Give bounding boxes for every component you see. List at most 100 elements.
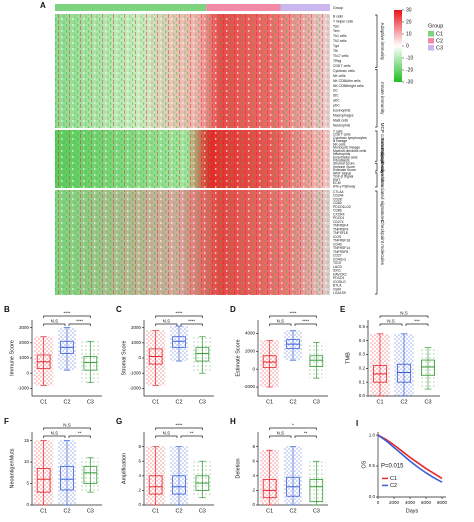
x-axis-label: Days	[406, 508, 419, 514]
sig-bracket	[155, 435, 178, 438]
sig-bracket	[43, 435, 66, 438]
row-label: Eosinophils	[333, 109, 351, 113]
group-bar	[206, 4, 281, 11]
y-tick-label: 0	[26, 502, 29, 507]
box	[309, 355, 324, 367]
panel-letter: D	[230, 305, 236, 314]
color-tick-label: -10	[406, 55, 413, 61]
panel-letter: E	[340, 305, 346, 314]
survival-line	[377, 434, 443, 483]
sig-bracket	[155, 315, 203, 318]
row-label: TNFRSF9	[333, 227, 348, 231]
sig-label: ****	[175, 311, 182, 316]
box	[396, 363, 411, 383]
color-tick-label: -20	[406, 67, 413, 73]
section-label: Checkpoint molecules	[380, 220, 385, 266]
row-label: CD28	[333, 197, 342, 201]
x-tick-label: C1	[152, 508, 159, 514]
row-label: PDCD1LG2	[333, 205, 351, 209]
row-label: EMT	[333, 178, 340, 182]
y-axis-label: TMB	[345, 352, 351, 364]
y-axis-label: Immune Score	[9, 340, 15, 376]
sig-bracket	[155, 427, 203, 430]
heatmap-texture	[55, 190, 330, 295]
y-tick-label: 0.4	[359, 338, 366, 343]
row-label: Neutrophils	[333, 152, 350, 156]
y-tick-label: 0.5	[359, 324, 366, 329]
x-tick-label: C3	[87, 399, 94, 405]
row-label: Neutrophils	[333, 123, 350, 127]
row-label: Cytotoxic cells	[333, 69, 355, 73]
y-tick-label: 0	[26, 370, 29, 375]
row-label: CD40	[333, 242, 342, 246]
row-label: CD8 T cells	[333, 133, 351, 137]
row-label: Monocytic lineage	[333, 146, 360, 150]
annotation: P=0.015	[381, 464, 404, 470]
sig-label: ****	[289, 311, 296, 316]
section-bracket	[375, 172, 378, 188]
legend-label: C1	[436, 31, 443, 37]
sig-label: ****	[63, 311, 70, 316]
row-label: Immune Score	[333, 165, 355, 169]
legend-swatch	[428, 38, 434, 44]
x-tick-label: C1	[376, 399, 383, 405]
sig-label: **	[304, 431, 308, 436]
heatmap-texture	[55, 14, 330, 128]
x-tick-label: 0	[377, 500, 380, 505]
panel-letter: A	[40, 1, 46, 10]
row-label: CD274	[333, 220, 344, 224]
row-label: IFN-γ Pathway	[333, 184, 356, 188]
row-label: Fibroblasts	[333, 159, 350, 163]
section-label: Estimate algorithm	[380, 148, 385, 186]
box	[172, 475, 186, 495]
sig-label: ****	[302, 319, 309, 324]
section-bracket	[375, 162, 378, 172]
row-label: CD27	[333, 254, 342, 258]
section-bracket	[375, 190, 378, 295]
y-tick-label: 2000	[245, 348, 256, 353]
row-label: CXCR4	[333, 212, 345, 216]
x-tick-label: C2	[400, 399, 407, 405]
x-tick-label: C1	[266, 508, 273, 514]
survival-line	[377, 434, 443, 480]
x-tick-label: 2000	[389, 500, 400, 505]
color-bar	[394, 10, 402, 82]
sig-bracket	[43, 427, 91, 430]
row-label: aDC	[333, 99, 340, 103]
panel-letter: H	[230, 417, 236, 426]
section-bracket	[375, 130, 378, 162]
box	[148, 475, 163, 495]
sig-label: ****	[76, 319, 83, 324]
box	[420, 359, 435, 376]
row-label: TNFSF18	[333, 231, 348, 235]
row-label: Myeloid dendritic cells	[333, 149, 366, 153]
legend-label: C3	[436, 45, 443, 51]
x-tick-label: C3	[313, 399, 320, 405]
sig-bracket	[294, 323, 317, 326]
sig-bracket	[68, 435, 91, 438]
group-bar	[280, 4, 330, 11]
box	[36, 468, 51, 493]
y-tick-label: -2000	[129, 386, 141, 391]
sig-bracket	[43, 315, 91, 318]
x-tick-label: C1	[40, 399, 47, 405]
x-tick-label: C3	[199, 399, 206, 405]
y-tick-label: 15	[24, 438, 30, 443]
sig-bracket	[68, 323, 91, 326]
y-tick-label: 0.1	[359, 379, 366, 384]
x-tick-label: C3	[424, 399, 431, 405]
y-tick-label: 2000	[19, 340, 30, 345]
axes	[257, 320, 328, 397]
y-tick-label: 5	[26, 481, 29, 486]
section-label: MCP counter algorithm	[380, 123, 385, 170]
row-label: TNFRSF4	[333, 224, 348, 228]
y-tick-label: 0.0	[359, 393, 366, 398]
axes	[31, 320, 102, 397]
y-tick-label: 2	[252, 488, 255, 493]
sig-label: **	[190, 431, 194, 436]
y-tick-label: 10	[24, 459, 30, 464]
row-label: Cytotoxic lymphocytes	[333, 136, 367, 140]
legend-label: C2	[436, 38, 443, 44]
row-label: B cells	[333, 14, 343, 18]
box	[83, 356, 98, 371]
